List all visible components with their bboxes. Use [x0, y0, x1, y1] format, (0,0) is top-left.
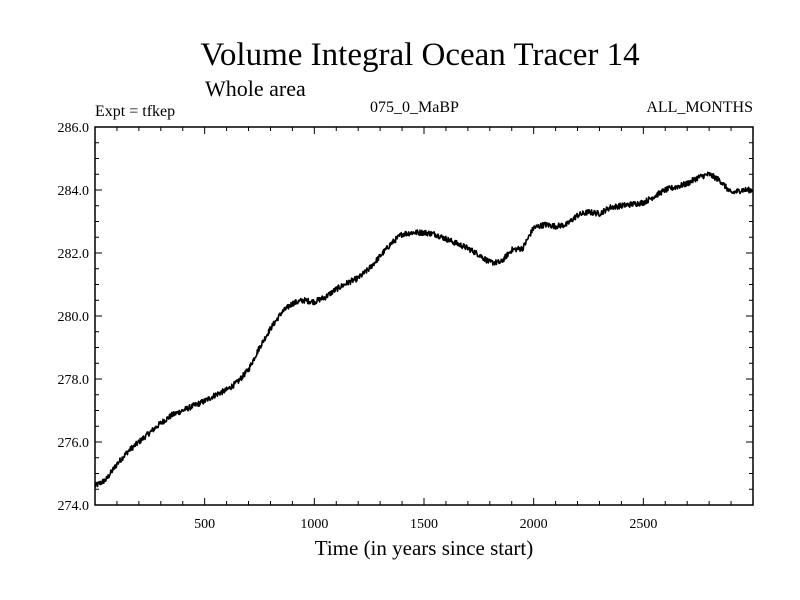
- months-label: ALL_MONTHS: [646, 99, 753, 116]
- period-label: 075_0_MaBP: [370, 99, 459, 116]
- y-tick-label: 280.0: [58, 310, 90, 325]
- y-tick-label: 278.0: [58, 373, 90, 388]
- x-tick-label: 2500: [629, 517, 657, 532]
- y-tick-label: 276.0: [58, 436, 90, 451]
- series-layer: [94, 171, 754, 488]
- x-axis: 500 1000 1500 2000 2500: [116, 127, 732, 532]
- x-axis-label: Time (in years since start): [315, 536, 534, 560]
- series-line: [94, 171, 754, 488]
- y-tick-label: 286.0: [58, 121, 90, 136]
- x-tick-label: 2000: [520, 517, 548, 532]
- x-tick-label: 500: [194, 517, 215, 532]
- chart-title: Volume Integral Ocean Tracer 14: [200, 37, 639, 73]
- x-tick-label: 1500: [410, 517, 438, 532]
- y-tick-label: 274.0: [58, 499, 90, 514]
- y-tick-label: 284.0: [58, 184, 90, 199]
- experiment-label: Expt = tfkep: [95, 103, 175, 120]
- y-tick-label: 282.0: [58, 247, 90, 262]
- y-axis: 274.0 276.0 278.0 280.0 282.0 284.0 286.0: [58, 121, 753, 514]
- x-tick-label: 1000: [300, 517, 328, 532]
- plot-area: [94, 126, 754, 506]
- chart-subtitle: Whole area: [205, 76, 306, 101]
